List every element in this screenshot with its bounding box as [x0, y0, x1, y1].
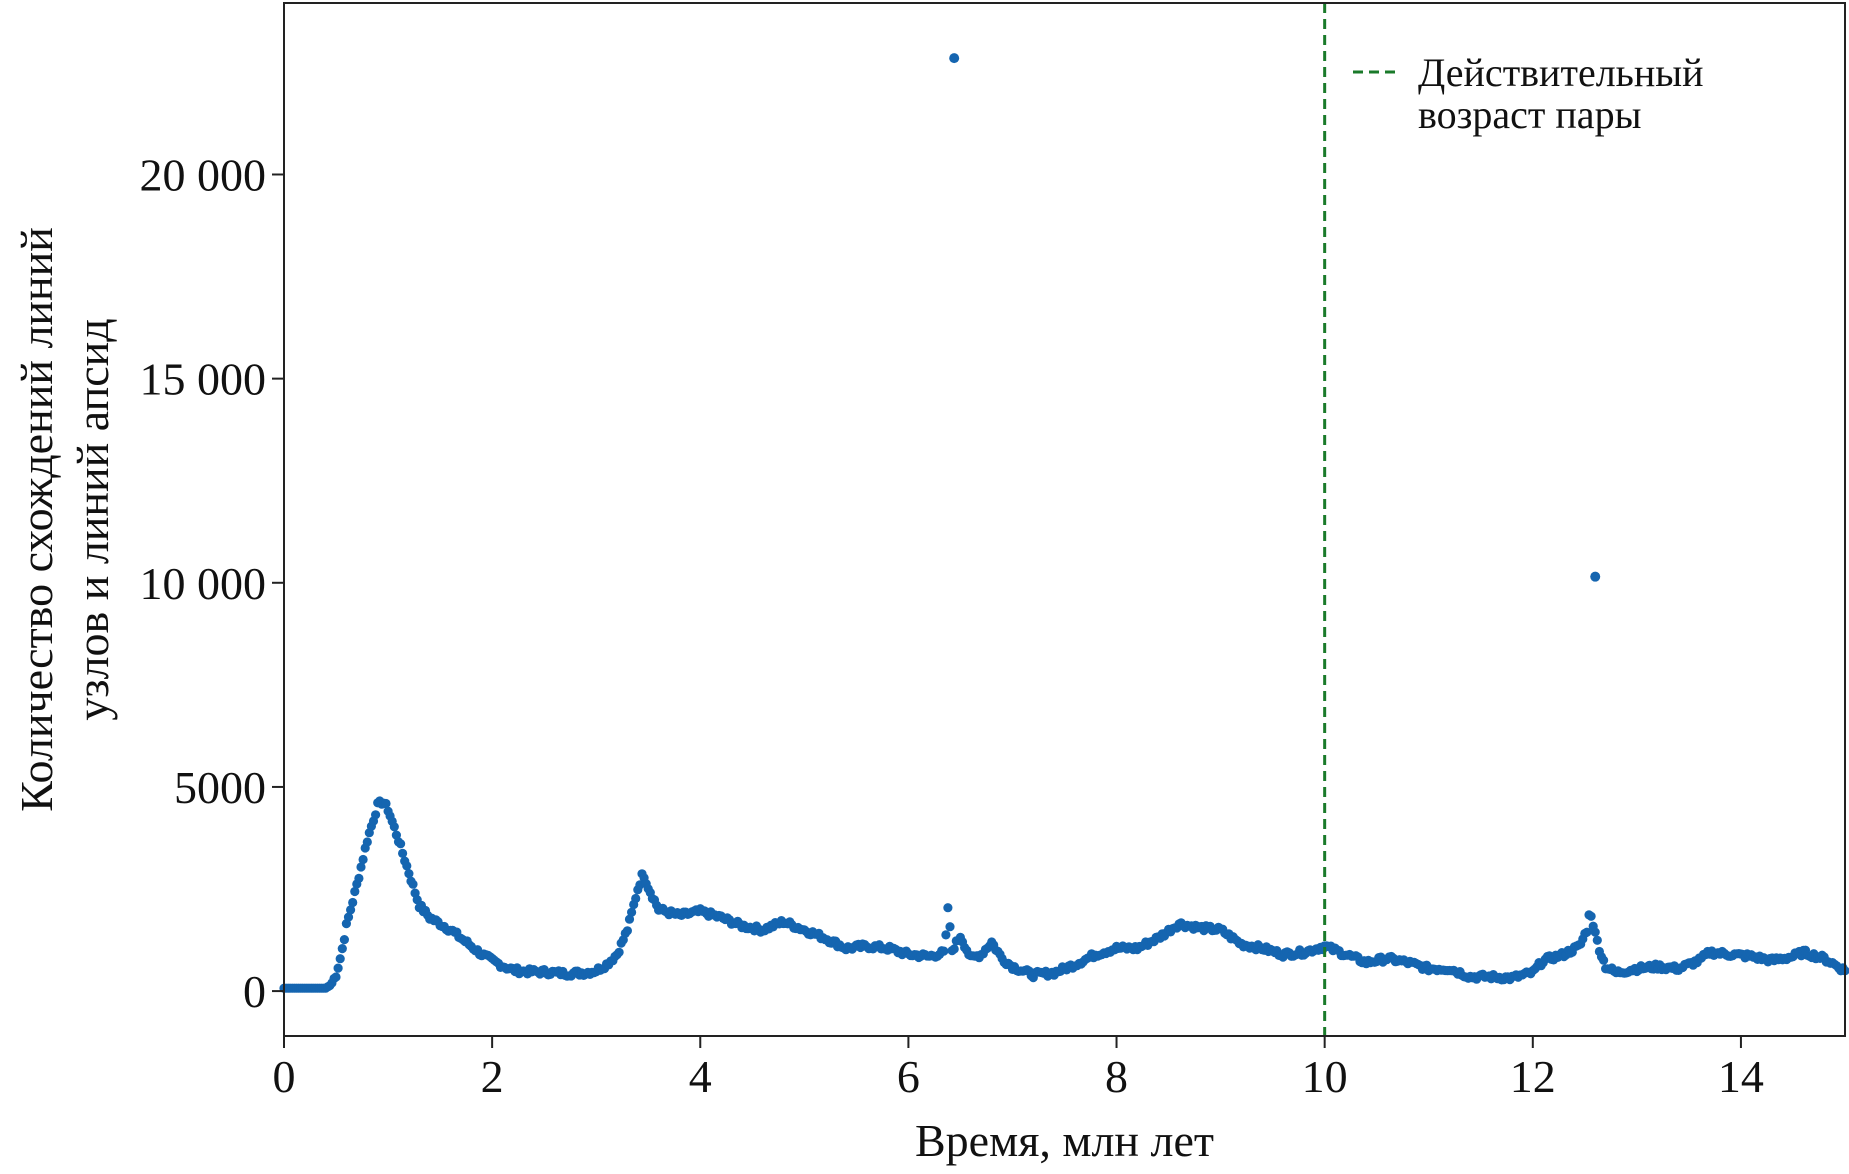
data-point — [371, 810, 381, 820]
data-point — [358, 854, 368, 865]
x-tick-label: 14 — [1718, 1051, 1764, 1102]
y-axis-title-line-2: узлов и линий апсид — [67, 318, 118, 720]
data-point — [1582, 927, 1592, 937]
plot-frame — [283, 2, 1846, 1037]
x-tick-label: 0 — [273, 1051, 296, 1102]
data-point — [331, 972, 341, 982]
x-tick-label: 2 — [481, 1051, 504, 1102]
data-point — [396, 839, 406, 849]
data-point — [614, 947, 624, 957]
x-tick-label: 12 — [1510, 1051, 1556, 1102]
y-tick-label: 5000 — [174, 762, 266, 813]
data-point — [943, 903, 953, 913]
y-tick-label: 0 — [243, 966, 266, 1017]
x-tick-label: 6 — [897, 1051, 920, 1102]
data-point — [348, 897, 358, 908]
data-point — [1590, 927, 1600, 937]
data-point — [333, 963, 343, 973]
data-point — [941, 930, 951, 940]
data-point — [337, 944, 347, 954]
x-axis-title: Время, млн лет — [915, 1115, 1214, 1166]
outlier-point — [1590, 571, 1601, 582]
data-point — [624, 914, 635, 924]
data-point — [343, 912, 354, 922]
data-point — [354, 873, 364, 884]
data-point — [335, 954, 345, 964]
data-point — [945, 922, 955, 932]
data-point — [1599, 955, 1609, 965]
y-axis-title-line-1: Количество схождений линий — [11, 227, 62, 812]
legend-label-line-2: возраст пары — [1418, 92, 1641, 137]
y-tick-label: 10 000 — [140, 558, 267, 609]
data-point — [356, 862, 366, 872]
x-tick-label: 10 — [1302, 1051, 1348, 1102]
data-point — [408, 879, 418, 889]
data-point — [939, 946, 949, 956]
data-point — [631, 893, 641, 904]
data-point — [346, 905, 356, 915]
outlier-point — [949, 53, 960, 64]
data-point — [398, 848, 408, 859]
data-point — [627, 907, 637, 917]
data-point — [389, 822, 399, 832]
data-point — [404, 869, 414, 879]
data-point — [350, 886, 360, 897]
data-point — [1592, 935, 1602, 945]
legend: Действительный возраст пары — [1353, 50, 1704, 137]
x-tick-label: 4 — [689, 1051, 712, 1102]
y-tick-label: 15 000 — [140, 354, 267, 405]
data-point — [339, 935, 349, 945]
legend-label-line-1: Действительный — [1418, 50, 1704, 95]
y-tick-label: 20 000 — [140, 149, 267, 200]
x-tick-label: 8 — [1105, 1051, 1128, 1102]
data-point — [622, 926, 633, 936]
data-points — [279, 53, 1849, 993]
y-axis: 0 5000 10 000 15 000 20 000 — [140, 149, 284, 1017]
data-point — [402, 861, 412, 871]
x-axis: 0 2 4 6 8 10 12 14 — [273, 1036, 1764, 1102]
data-point — [362, 837, 372, 847]
data-point — [1586, 911, 1596, 921]
data-point — [949, 944, 959, 954]
y-axis-title: Количество схождений линий узлов и линий… — [11, 227, 118, 812]
data-point — [381, 798, 391, 809]
